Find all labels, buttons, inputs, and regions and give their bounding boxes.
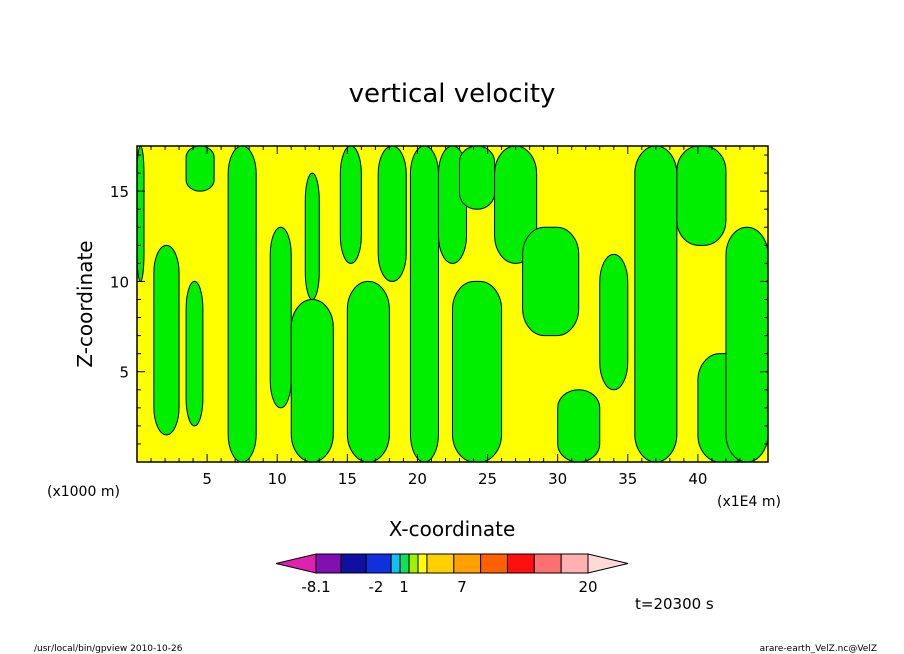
y-tick-label: 10 bbox=[110, 273, 129, 291]
green-region bbox=[290, 298, 334, 462]
y-tick-label: 5 bbox=[119, 364, 129, 382]
footer-left: /usr/local/bin/gpview 2010-10-26 bbox=[34, 644, 183, 654]
colorbar-swatch bbox=[399, 553, 410, 574]
green-region bbox=[269, 226, 292, 409]
chart-title: vertical velocity bbox=[349, 79, 556, 109]
x-tick-label: 30 bbox=[548, 470, 567, 488]
colorbar-swatch bbox=[453, 553, 482, 574]
green-region bbox=[522, 226, 580, 337]
x-axis-label: X-coordinate bbox=[389, 517, 516, 541]
green-region bbox=[185, 146, 215, 192]
colorbar-swatch bbox=[315, 553, 342, 574]
green-region bbox=[304, 172, 320, 300]
green-region bbox=[137, 146, 145, 282]
colorbar-swatch bbox=[506, 553, 535, 574]
colorbar-right-arrow bbox=[587, 553, 629, 574]
colorbar-swatch bbox=[365, 553, 392, 574]
x-tick-label: 10 bbox=[268, 470, 287, 488]
green-region bbox=[339, 146, 362, 264]
colorbar-swatch bbox=[340, 553, 367, 574]
axis-ticks: 5 10 15 20 25 30 35 40 5 10 15 bbox=[110, 146, 768, 488]
green-region bbox=[452, 280, 503, 462]
colorbar-swatch bbox=[408, 553, 419, 574]
green-region bbox=[634, 146, 678, 462]
green-region bbox=[227, 146, 257, 462]
colorbar-swatch bbox=[390, 553, 401, 574]
x-tick-label: 15 bbox=[338, 470, 357, 488]
green-region bbox=[377, 146, 407, 282]
green-region bbox=[676, 146, 727, 246]
green-region bbox=[459, 146, 496, 210]
colorbar-swatch bbox=[417, 553, 428, 574]
green-region bbox=[725, 226, 768, 462]
green-region bbox=[409, 146, 439, 462]
x-tick-label: 20 bbox=[408, 470, 427, 488]
colorbar-label: 7 bbox=[457, 578, 467, 596]
green-region bbox=[599, 253, 629, 391]
green-region bbox=[185, 280, 204, 427]
green-region bbox=[557, 389, 601, 462]
footer-right: arare-earth_VelZ.nc@VelZ bbox=[760, 644, 877, 654]
x-unit-left: (x1000 m) bbox=[47, 484, 120, 500]
colorbar-swatch bbox=[560, 553, 589, 574]
colorbar-label: -8.1 bbox=[301, 578, 330, 596]
plot-frame bbox=[136, 145, 769, 463]
colorbar-label: 1 bbox=[399, 578, 409, 596]
time-label: t=20300 s bbox=[635, 595, 714, 613]
colorbar-swatch bbox=[533, 553, 562, 574]
x-tick-label: 35 bbox=[618, 470, 637, 488]
y-tick-label: 15 bbox=[110, 183, 129, 201]
green-region bbox=[346, 280, 390, 462]
plot-area: 5 10 15 20 25 30 35 40 5 10 15 bbox=[110, 145, 769, 488]
x-unit-right: (x1E4 m) bbox=[717, 494, 781, 510]
x-tick-label: 5 bbox=[202, 470, 212, 488]
colorbar-label: -2 bbox=[369, 578, 384, 596]
x-tick-label: 25 bbox=[478, 470, 497, 488]
colorbar-swatch bbox=[480, 553, 508, 574]
green-region bbox=[494, 146, 538, 264]
colorbar-left-arrow bbox=[275, 553, 317, 574]
colorbar: -8.1 -2 1 7 20 bbox=[275, 553, 629, 596]
colorbar-swatch bbox=[426, 553, 455, 574]
y-axis-label: Z-coordinate bbox=[73, 240, 97, 367]
green-regions bbox=[137, 146, 768, 462]
colorbar-label: 20 bbox=[578, 578, 597, 596]
green-region bbox=[153, 244, 180, 436]
x-tick-label: 40 bbox=[688, 470, 707, 488]
